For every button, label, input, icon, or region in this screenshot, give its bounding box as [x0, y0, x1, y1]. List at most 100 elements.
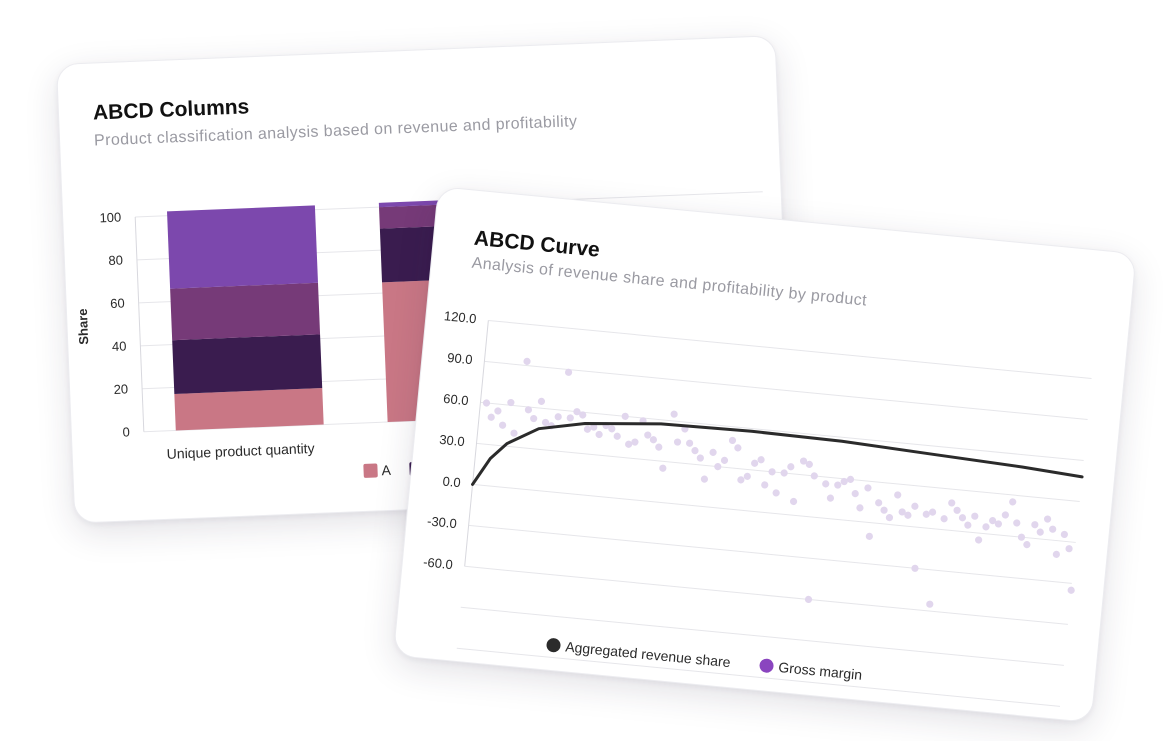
gross-margin-point — [822, 480, 830, 488]
gross-margin-point — [994, 520, 1003, 528]
gross-margin-point — [904, 511, 912, 519]
gross-margin-point — [922, 510, 930, 518]
gross-margin-point — [728, 436, 737, 445]
curve-legend: Aggregated revenue share Gross margin — [546, 637, 863, 683]
legend-marker — [546, 638, 561, 653]
gross-margin-points — [482, 357, 1075, 608]
gross-margin-point — [772, 489, 780, 497]
gross-margin-point — [590, 423, 598, 431]
gross-margin-point — [928, 508, 937, 516]
gross-margin-point — [554, 413, 562, 421]
gross-margin-point — [1023, 541, 1031, 549]
gross-margin-point — [911, 564, 919, 572]
legend-label: Aggregated revenue share — [565, 638, 732, 670]
gross-margin-point — [826, 494, 835, 502]
legend-label: A — [381, 462, 392, 478]
bar-segment-c — [170, 282, 321, 341]
gross-margin-point — [673, 438, 682, 446]
y-tick-label: 60.0 — [443, 391, 470, 408]
gridline — [484, 360, 1088, 421]
gross-margin-point — [649, 436, 658, 444]
y-tick-label: 20 — [113, 381, 128, 397]
gross-margin-point — [840, 477, 848, 486]
y-axis-line — [134, 216, 145, 432]
gross-margin-point — [530, 414, 538, 423]
gross-margin-point — [1017, 533, 1026, 541]
gross-margin-point — [865, 532, 873, 540]
legend-swatch — [363, 463, 378, 478]
columns-y-ticks: 0 20 40 60 80 100 — [99, 210, 130, 440]
y-tick-label: 0.0 — [442, 474, 461, 491]
gross-margin-point — [1001, 511, 1009, 519]
y-tick-label: 60 — [110, 295, 125, 311]
gross-margin-point — [1036, 528, 1044, 536]
y-tick-label: 90.0 — [447, 350, 474, 367]
gross-margin-point — [1060, 530, 1068, 539]
gross-margin-point — [864, 484, 872, 492]
gross-margin-point — [971, 512, 979, 520]
gross-margin-point — [644, 431, 652, 439]
gridline — [472, 483, 1076, 543]
gross-margin-point — [507, 398, 515, 407]
gross-margin-point — [537, 397, 546, 405]
legend-item-aggregated-revenue-share[interactable]: Aggregated revenue share — [546, 637, 732, 671]
gross-margin-point — [631, 438, 639, 446]
gross-margin-point — [751, 459, 759, 467]
y-tick-label: 100 — [99, 210, 121, 226]
legend-marker — [759, 658, 774, 673]
gross-margin-point — [737, 476, 745, 484]
gross-margin-point — [487, 413, 495, 421]
gridline — [476, 442, 1080, 502]
gross-margin-point — [1065, 545, 1073, 553]
gross-margin-point — [523, 357, 531, 365]
gross-margin-point — [613, 432, 621, 440]
gross-margin-point — [670, 410, 678, 418]
gross-margin-point — [958, 514, 967, 522]
gross-margin-point — [1009, 498, 1017, 506]
gross-margin-point — [655, 443, 663, 451]
gross-margin-point — [856, 504, 864, 512]
gridline — [456, 647, 1061, 707]
legend-item-gross-margin[interactable]: Gross margin — [759, 657, 863, 683]
gross-margin-point — [834, 481, 842, 489]
gross-margin-point — [875, 499, 883, 507]
gross-margin-point — [691, 447, 699, 455]
y-tick-label: 40 — [112, 338, 127, 354]
y-tick-label: 120.0 — [443, 308, 477, 326]
gross-margin-point — [953, 506, 961, 514]
columns-x-labels: Unique product quantity — [166, 440, 314, 462]
gross-margin-point — [566, 414, 574, 422]
gross-margin-point — [757, 456, 765, 464]
gross-margin-point — [761, 481, 769, 489]
legend-item-a[interactable]: A — [363, 462, 392, 479]
y-tick-label: 0 — [122, 424, 130, 439]
gross-margin-point — [989, 517, 997, 525]
gross-margin-point — [898, 508, 906, 516]
gridline — [464, 565, 1068, 625]
gross-margin-point — [696, 454, 704, 462]
gross-margin-point — [720, 456, 729, 464]
gross-margin-point — [714, 463, 722, 471]
gross-margin-point — [510, 429, 518, 437]
gross-margin-point — [948, 499, 956, 507]
gross-margin-point — [621, 412, 629, 420]
gross-margin-point — [1043, 515, 1052, 523]
aggregated-revenue-share-line — [471, 421, 1084, 486]
gross-margin-point — [686, 439, 694, 447]
gross-margin-point — [499, 421, 507, 429]
gross-margin-point — [583, 425, 592, 433]
gross-margin-point — [1031, 521, 1039, 529]
gross-margin-point — [780, 469, 788, 477]
gross-margin-point — [805, 460, 813, 468]
gross-margin-point — [595, 430, 603, 439]
x-category-label: Unique product quantity — [166, 440, 314, 462]
bar-segment-d — [167, 205, 318, 289]
gross-margin-point — [700, 475, 709, 483]
gross-margin-point — [494, 407, 502, 415]
gridline — [468, 524, 1072, 584]
gross-margin-point — [799, 457, 808, 465]
y-axis-line — [464, 320, 489, 567]
gross-margin-point — [564, 368, 573, 376]
gross-margin-point — [982, 523, 990, 531]
gross-margin-point — [975, 536, 983, 544]
